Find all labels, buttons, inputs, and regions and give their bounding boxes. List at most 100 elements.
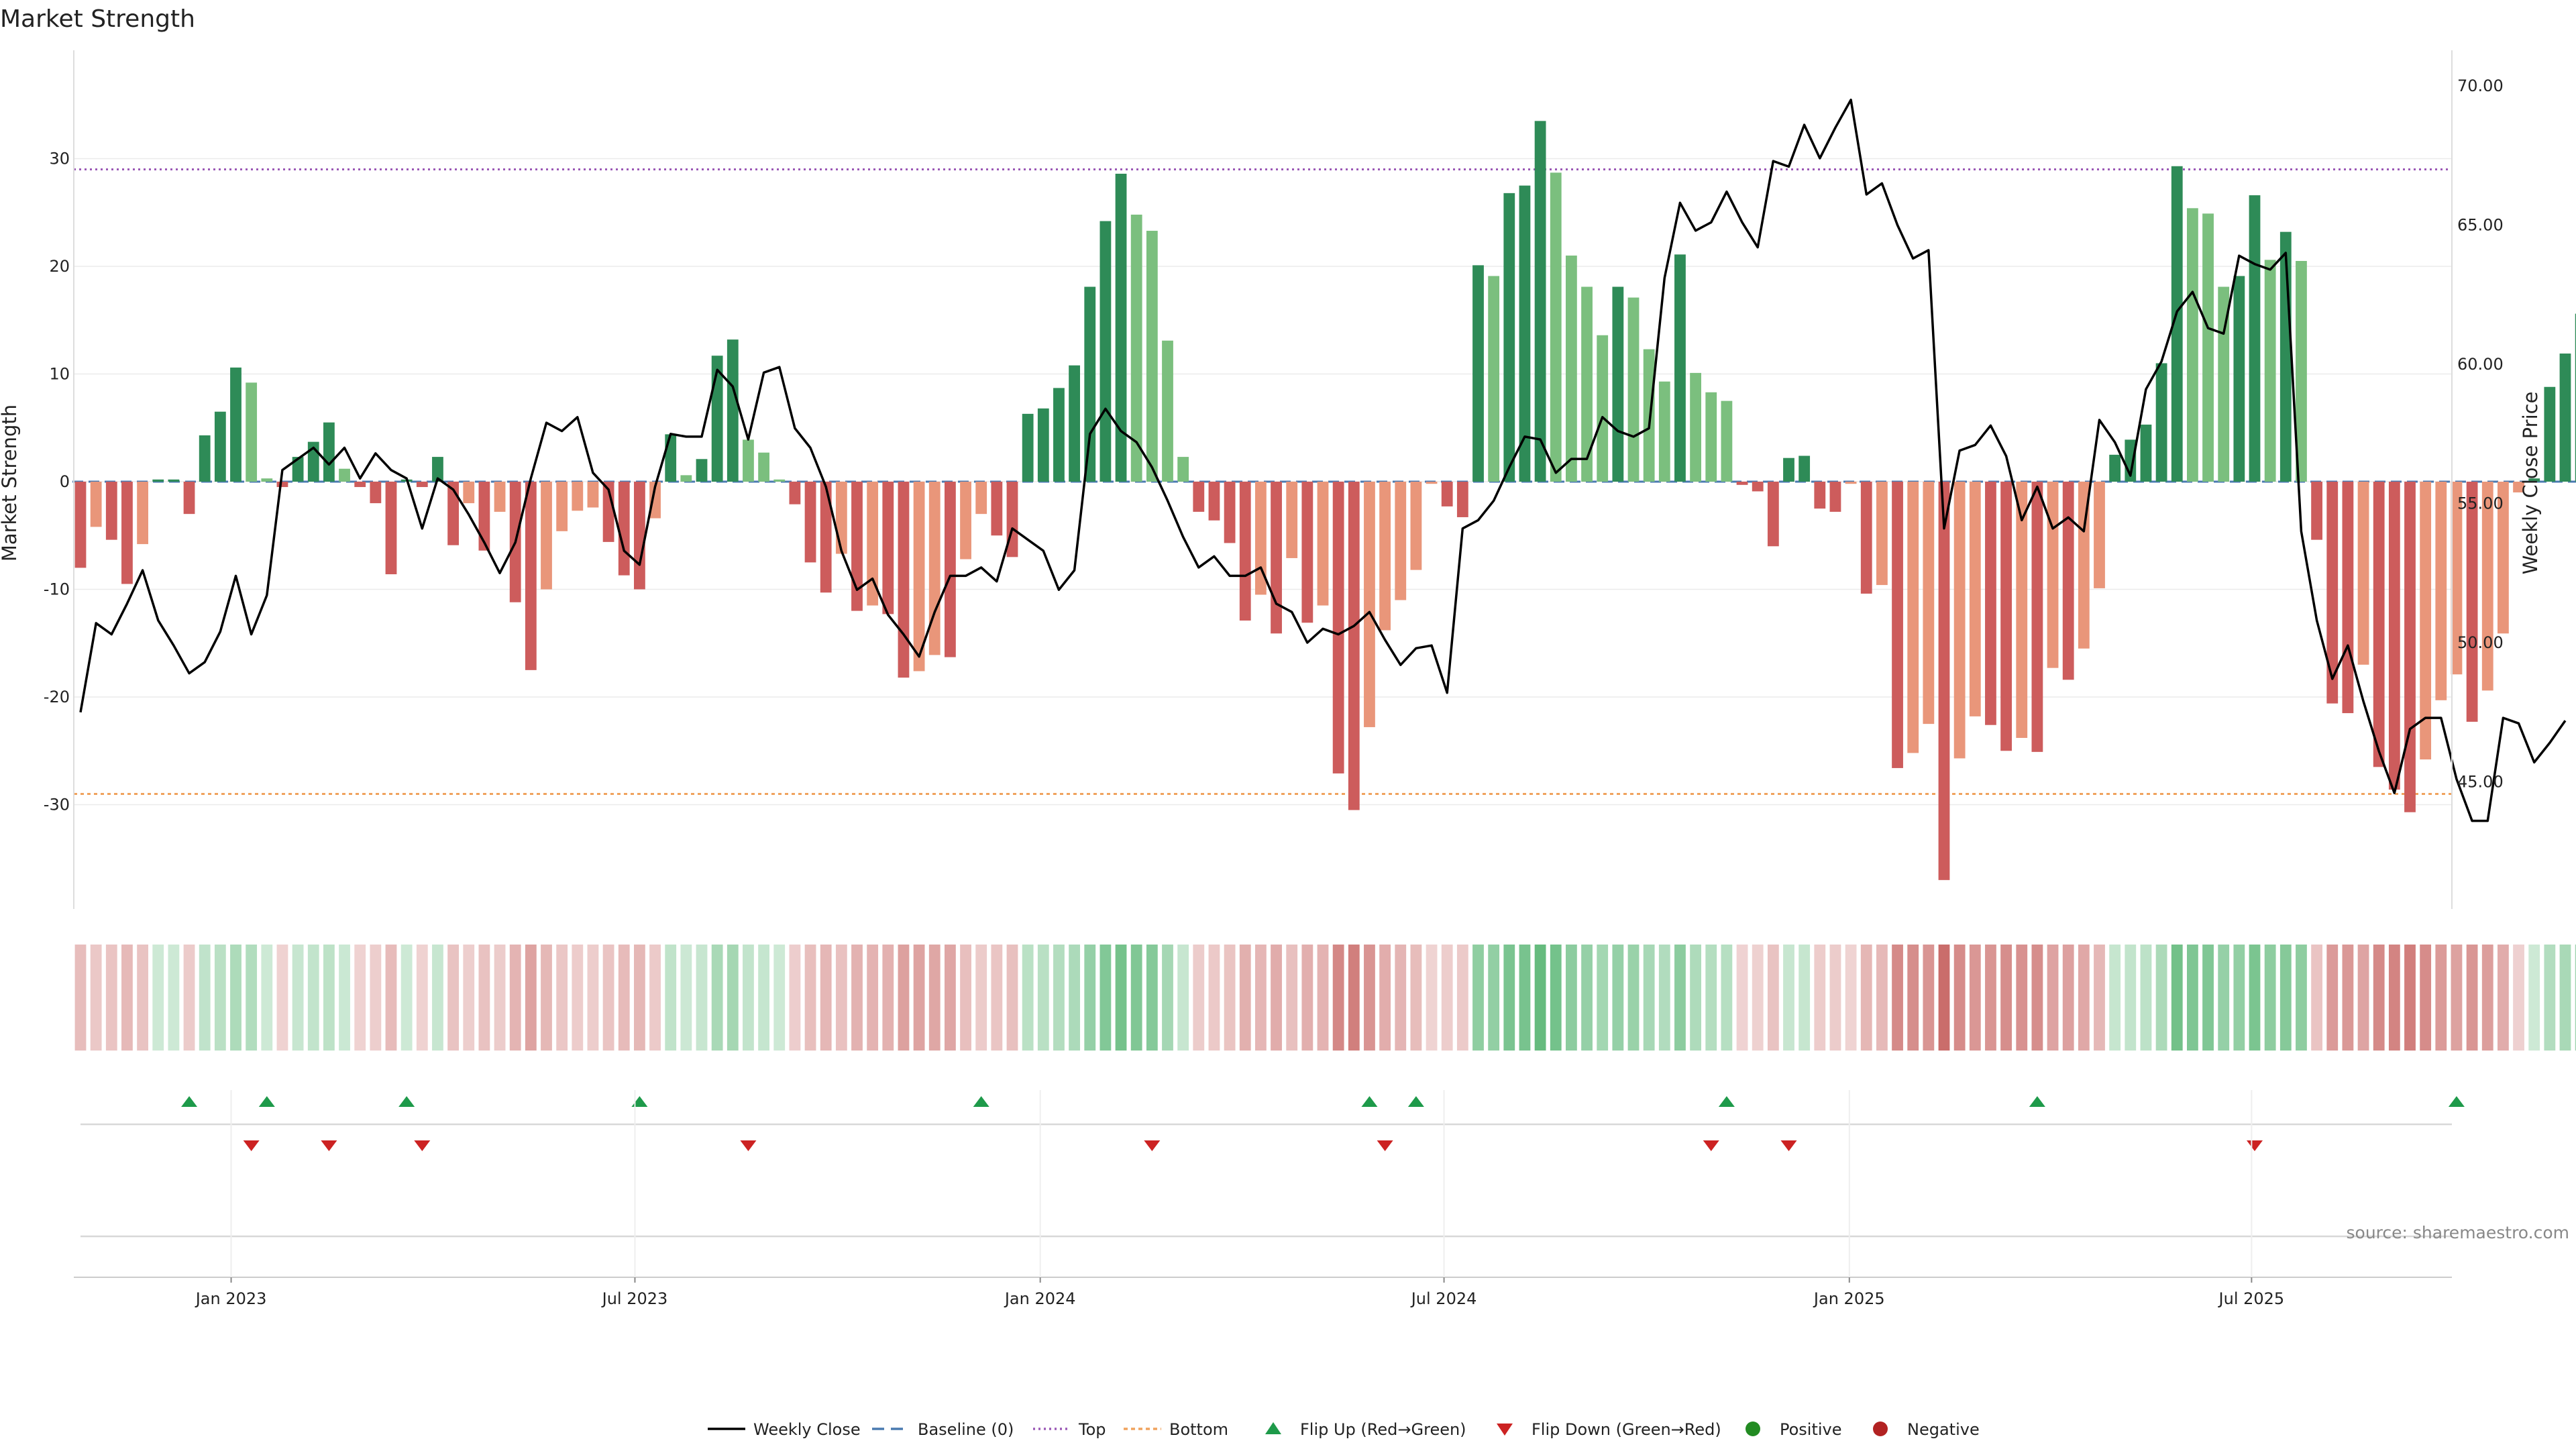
heat-cell [1829,945,1841,1051]
x-tick-label: Jan 2025 [1813,1289,1885,1308]
heat-cell [556,945,568,1051]
strength-bar [1923,482,1935,724]
strength-bar [261,478,273,482]
heat-cell [618,945,630,1051]
heat-cell [1845,945,1857,1051]
strength-bar [1674,254,1686,482]
strength-bar [1829,482,1841,512]
heat-cell [928,945,941,1051]
heat-cell [1736,945,1748,1051]
left-axis-label: Market Strength [0,405,21,561]
heat-cell [276,945,288,1051]
heat-cell [2481,945,2493,1051]
strength-bar [1022,413,1034,482]
legend-item: Bottom [1124,1420,1228,1439]
strength-bar [556,482,568,531]
heat-cell [2544,945,2556,1051]
flip-up-marker [181,1096,198,1107]
strength-bar [960,482,971,559]
strength-bar [773,479,786,482]
strength-bar [2171,166,2183,482]
heat-cell [1022,945,1034,1051]
strength-bar [1130,214,1142,482]
right-tick-label: 70.00 [2457,76,2504,95]
strength-bar [2202,213,2214,482]
legend-label: Flip Down (Green→Red) [1532,1420,1721,1439]
strength-bar [1876,482,1888,586]
heat-cell [2528,945,2540,1051]
heat-cell [1690,945,1701,1051]
heat-cell [541,945,552,1051]
strength-bar [292,457,304,482]
strength-bar [820,482,832,593]
heat-cell [2171,945,2183,1051]
heat-cell [1892,945,1903,1051]
left-tick-label: 10 [49,365,70,384]
heat-cell [1488,945,1500,1051]
strength-bar [1705,392,1717,482]
strength-bar [323,422,335,482]
strength-bar [2357,482,2369,665]
right-tick-label: 45.00 [2457,773,2504,792]
strength-bar [199,435,211,482]
heat-cell [1053,945,1065,1051]
strength-bar [975,482,987,515]
strength-bar [1069,365,1080,482]
flip-down-marker [2247,1140,2263,1151]
heat-cell [2155,945,2167,1051]
strength-bar [1177,457,1189,482]
heat-cell [2264,945,2276,1051]
legend-item: Positive [1746,1420,1842,1439]
strength-bar [370,482,382,504]
heat-cell [945,945,956,1051]
strength-bar [1348,482,1360,810]
heat-cell [1069,945,1080,1051]
heat-cell [2062,945,2074,1051]
heat-cell [1456,945,1468,1051]
strength-bar [2528,478,2540,482]
flip-down-marker [1780,1140,1797,1151]
heat-cell [2575,945,2576,1051]
strength-bar [2575,313,2576,482]
strength-bar [1643,349,1655,482]
heat-cell [835,945,847,1051]
heat-cell [1581,945,1593,1051]
heat-cell [1224,945,1236,1051]
heat-cell [2078,945,2090,1051]
heat-cell [494,945,506,1051]
heat-cell [1472,945,1484,1051]
left-tick-label: 20 [49,257,70,276]
heat-cell [137,945,148,1051]
legend-label: Flip Up (Red→Green) [1300,1420,1466,1439]
flip-up-marker [1718,1096,1735,1107]
strength-bar [478,482,490,551]
heat-cell [1907,945,1919,1051]
heat-cell [2233,945,2245,1051]
strength-bar [1224,482,1236,543]
heat-cell [525,945,537,1051]
heat-cell [1301,945,1313,1051]
strength-bar [2420,482,2432,760]
heat-cell [2373,945,2385,1051]
x-tick-label: Jul 2025 [2218,1289,2285,1308]
strength-bar [1597,335,1609,482]
heat-cell [447,945,459,1051]
heat-cell [121,945,133,1051]
strength-bar [1721,400,1733,482]
flip-up-marker [258,1096,275,1107]
strength-bar [1053,388,1065,482]
heat-cell [509,945,521,1051]
heat-cell [2342,945,2354,1051]
strength-bar [587,482,599,508]
strength-bar [2155,363,2167,482]
strength-bar [1426,482,1438,484]
strength-bar [1208,482,1220,521]
strength-bar [525,482,537,670]
heat-cell [416,945,428,1051]
strength-bar [991,482,1003,536]
strength-bar [882,482,894,614]
strength-bars [74,121,2576,880]
heat-cell [323,945,335,1051]
flip-down-marker [321,1140,337,1151]
